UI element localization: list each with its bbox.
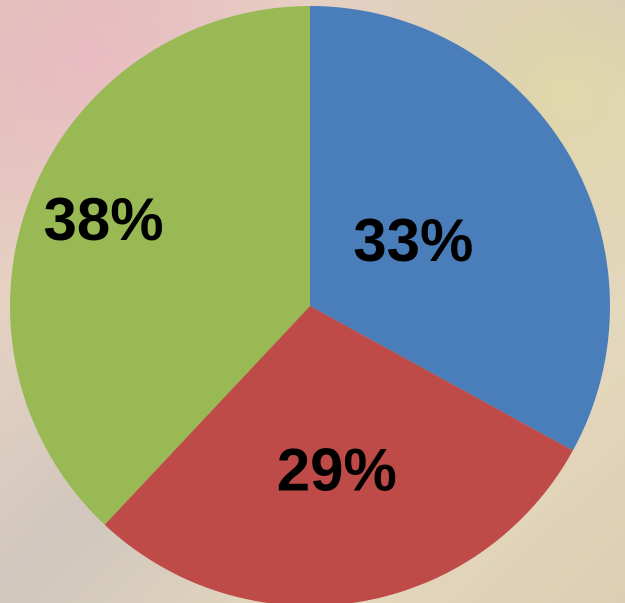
- data-label: 29%: [277, 437, 397, 504]
- data-label: 33%: [353, 207, 473, 274]
- page: 33%29%38% (() => { const data = JSON.par…: [0, 0, 625, 603]
- pie: [10, 6, 610, 603]
- chart: 33% 29% 38%: [0, 0, 625, 603]
- data-label: 38%: [44, 186, 164, 253]
